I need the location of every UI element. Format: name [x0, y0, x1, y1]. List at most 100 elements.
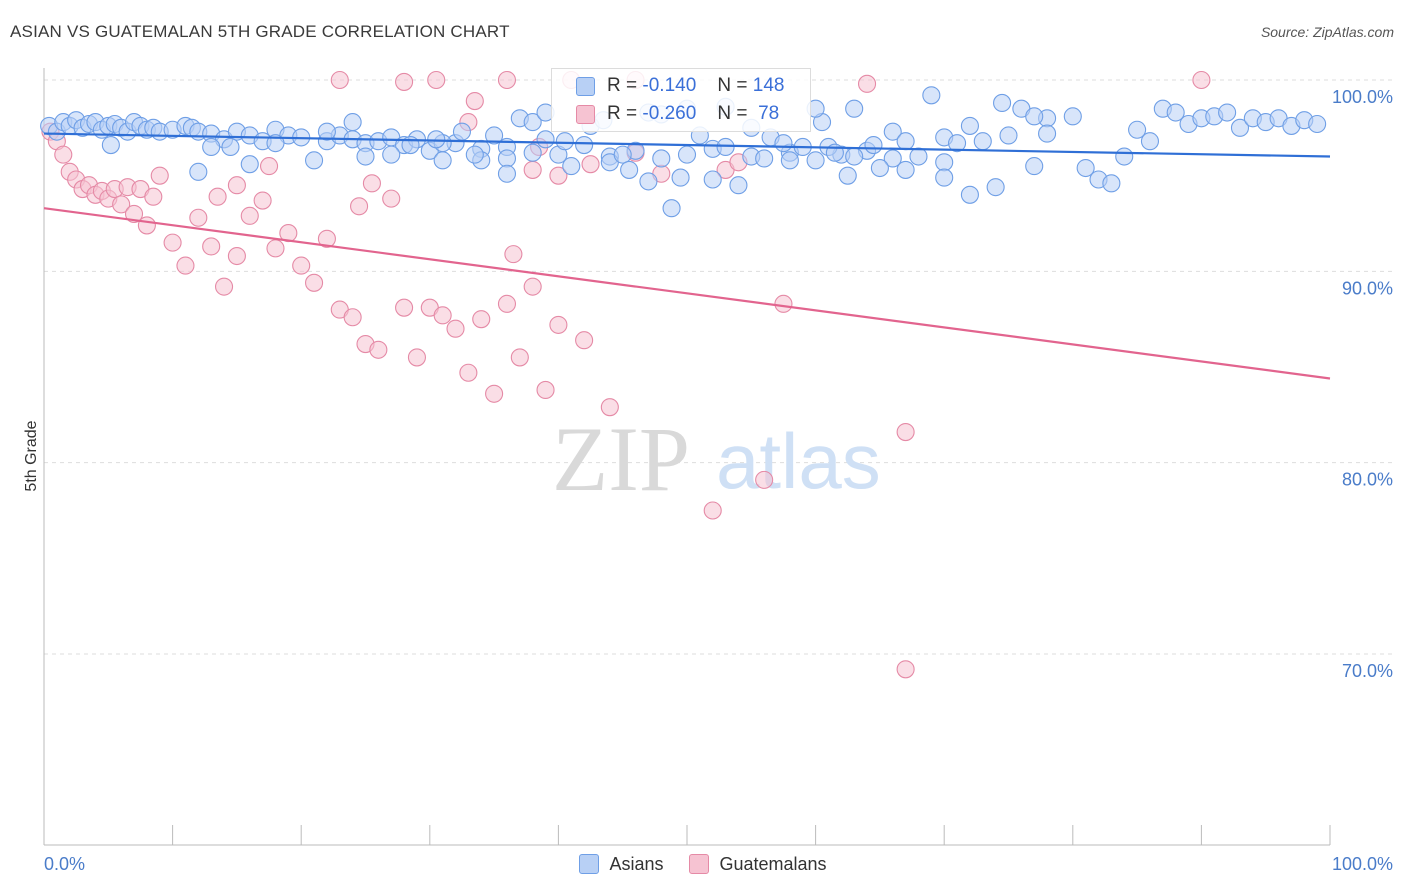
asian-point-116 [960, 116, 979, 135]
asian-point-150 [755, 149, 774, 168]
guatemalan-point-79 [523, 160, 542, 179]
guatemalan-point-28 [292, 256, 311, 275]
legend-n-value-guatemalans: 78 [758, 103, 780, 124]
axes [43, 68, 1331, 846]
legend-r-label: R = [607, 75, 638, 96]
series-legend-guatemalans[interactable]: Guatemalans [689, 852, 827, 876]
asian-point-65 [497, 149, 517, 168]
asian-point-145 [620, 160, 639, 179]
guatemalan-point-75 [896, 660, 915, 679]
guatemalan-point-78 [549, 166, 568, 185]
guatemalan-point-45 [510, 348, 529, 367]
guatemalan-point-58 [427, 70, 446, 90]
guatemalan-point-39 [433, 306, 452, 325]
asian-point-131 [1166, 103, 1185, 122]
guatemalan-point-60 [330, 70, 349, 90]
asian-point-124 [1076, 158, 1095, 178]
guatemalan-point-17 [150, 166, 169, 185]
guatemalan-point-26 [266, 239, 285, 258]
asian-point-75 [896, 160, 915, 179]
legend-r-label: R = [607, 103, 638, 124]
guatemalan-point-41 [459, 363, 478, 382]
asian-point-152 [671, 168, 690, 187]
asian-point-77 [986, 178, 1005, 197]
asian-point-147 [960, 185, 979, 204]
asian-point-59 [202, 137, 221, 157]
asian-point-109 [845, 99, 864, 118]
legend-r-value-asians: -0.140 [642, 75, 697, 96]
asian-point-111 [883, 122, 902, 141]
series-legend: Asians Guatemalans [0, 852, 1406, 876]
guatemalan-point-57 [497, 70, 517, 90]
asian-point-121 [1025, 107, 1044, 126]
asian-trend-line [43, 132, 1331, 158]
guatemalan-point-47 [536, 380, 555, 400]
guatemalan-point-44 [497, 294, 517, 313]
legend-row-guatemalans: R = -0.260 N = 78 [576, 101, 779, 127]
zipatlas-watermark: ZIP atlas [552, 408, 881, 510]
asian-point-128 [1128, 120, 1147, 139]
y-axis-title: 5th Grade [23, 420, 40, 491]
asian-point-72 [780, 151, 799, 170]
x-tick-label-0: 0.0% [44, 854, 85, 874]
legend-r-value-guatemalans: -0.260 [642, 103, 697, 124]
guatemalan-point-25 [253, 191, 272, 210]
asian-point-61 [305, 151, 324, 170]
asian-point-90 [485, 126, 504, 145]
legend-n-label: N = [717, 75, 748, 96]
asian-point-97 [613, 145, 632, 164]
guatemalan-point-61 [259, 157, 279, 176]
series-legend-asians[interactable]: Asians [579, 852, 663, 876]
asian-point-44 [575, 136, 594, 155]
asian-point-146 [845, 147, 864, 166]
asian-point-85 [356, 147, 375, 166]
asian-point-136 [1230, 118, 1250, 137]
asian-point-83 [317, 122, 336, 141]
y-tick-label-70: 70.0% [1342, 661, 1393, 681]
guatemalan-point-65 [362, 174, 381, 193]
asian-point-58 [101, 136, 120, 155]
asian-point-67 [562, 157, 581, 176]
y-tick-label-100: 100.0% [1332, 87, 1393, 107]
watermark-zip: ZIP [552, 408, 690, 510]
guatemalan-point-48 [549, 315, 568, 334]
guatemalan-point-35 [382, 189, 401, 208]
correlation-legend: R = -0.140 N = 148 R = -0.260 N = 78 [551, 68, 811, 132]
guatemalan-point-71 [774, 294, 793, 313]
asian-point-122 [1038, 124, 1057, 143]
guatemalan-point-64 [350, 197, 369, 216]
asian-point-78 [1025, 157, 1044, 176]
asian-point-56 [909, 147, 928, 166]
guatemalan-point-37 [407, 348, 426, 367]
asian-point-48 [677, 145, 697, 164]
watermark-atlas: atlas [716, 417, 881, 505]
guatemalan-point-49 [575, 331, 594, 350]
asian-point-76 [935, 168, 954, 187]
guatemalan-point-62 [227, 176, 246, 195]
asian-point-113 [922, 86, 941, 105]
guatemalan-point-24 [240, 206, 259, 225]
guatemalan-point-13 [124, 204, 144, 223]
asian-point-115 [948, 134, 967, 153]
guatemalan-point-30 [317, 229, 336, 248]
asian-point-81 [221, 137, 240, 157]
asian-point-80 [189, 162, 208, 181]
legend-swatch-guatemalans [576, 104, 595, 124]
asian-point-149 [497, 164, 517, 183]
asian-point-71 [729, 176, 748, 195]
tick-labels: 70.0% 80.0% 90.0% 100.0% 0.0% 100.0% 5th Grade [23, 87, 1393, 874]
guatemalan-point-34 [369, 340, 388, 359]
asian-point-87 [427, 130, 446, 149]
asian-point-60 [240, 155, 259, 174]
asian-point-69 [639, 172, 658, 191]
series-swatch-guatemalans [689, 854, 710, 874]
guatemalan-point-40 [446, 319, 465, 338]
asian-point-74 [870, 158, 889, 178]
guatemalan-point-36 [395, 298, 414, 317]
asian-point-57 [935, 153, 954, 172]
asian-point-119 [999, 126, 1018, 145]
asian-point-123 [1063, 107, 1082, 126]
x-tick-label-100: 100.0% [1332, 854, 1393, 874]
guatemalan-point-21 [202, 237, 221, 256]
